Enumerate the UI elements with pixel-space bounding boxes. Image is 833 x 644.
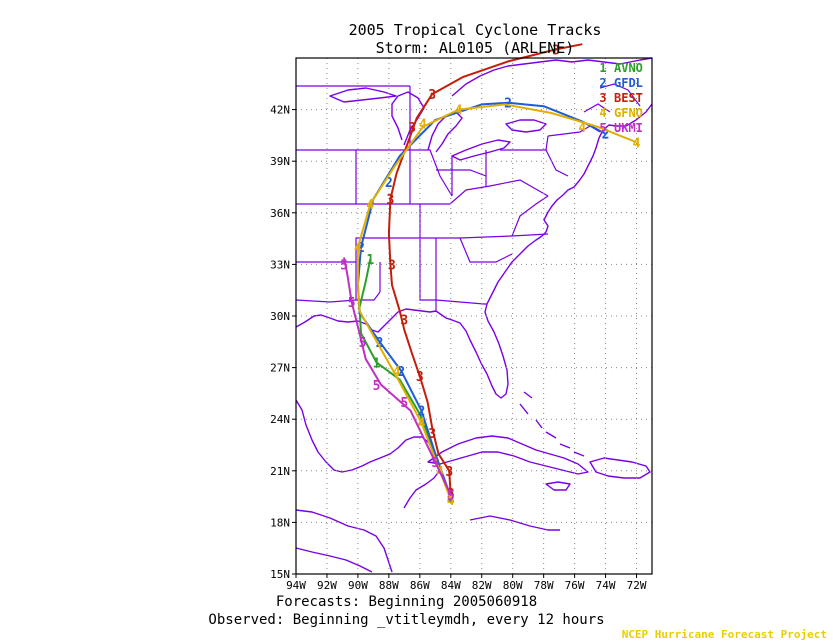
legend-label-ukmi: UKMI [614, 121, 643, 135]
coastlines [295, 57, 653, 573]
map-axes: 94W 92W 90W 88W 86W 84W 82W 80W 78W 76W 74W 72W 15N 1… [270, 104, 647, 592]
track-marker-gfdl: 2 [417, 405, 425, 420]
y-tick-label: 18N [270, 516, 290, 529]
x-tick-label: 90W [348, 579, 368, 592]
x-tick-label: 74W [596, 579, 616, 592]
legend-label-avno: AVNO [614, 61, 643, 75]
footer-observed: Observed: Beginning _vtitleymdh, every 1… [208, 612, 605, 628]
legend-number: 3 [599, 91, 606, 105]
map-frame [295, 57, 653, 575]
track-marker-gfdl: 2 [602, 128, 610, 143]
track-marker-gfdl: 2 [397, 365, 405, 380]
track-marker-ukmi: 5 [359, 336, 367, 351]
track-marker-gfno: 4 [354, 241, 362, 256]
track-marker-best: 3 [552, 43, 560, 58]
track-marker-gfdl: 2 [385, 176, 393, 191]
track-marker-ukmi: 5 [431, 456, 439, 471]
y-tick-label: 27N [270, 362, 290, 375]
y-tick-label: 33N [270, 258, 290, 271]
x-tick-label: 94W [286, 579, 306, 592]
track-marker-best: 3 [445, 465, 453, 480]
x-tick-label: 86W [410, 579, 430, 592]
track-marker-gfno: 4 [417, 417, 425, 432]
track-marker-gfno: 4 [419, 117, 427, 132]
x-tick-label: 92W [317, 579, 337, 592]
legend-number: 5 [599, 121, 606, 135]
track-line-best [387, 43, 583, 497]
track-marker-best: 3 [416, 370, 424, 385]
track-marker-gfno: 4 [393, 365, 401, 380]
track-line-gfdl [356, 101, 607, 497]
track-marker-avno: 1 [366, 253, 374, 268]
track-marker-gfno: 4 [447, 494, 455, 509]
track-marker-gfno: 4 [455, 104, 463, 119]
track-marker-gfdl: 2 [357, 241, 365, 256]
y-tick-label: 21N [270, 465, 290, 478]
x-tick-label: 76W [565, 579, 585, 592]
track-marker-gfno: 4 [578, 121, 586, 136]
state-borders [295, 83, 641, 312]
track-marker-best: 3 [387, 193, 395, 208]
track-marker-ukmi: 5 [373, 379, 381, 394]
footer-forecasts: Forecasts: Beginning 2005060918 [275, 594, 538, 610]
track-marker-best: 3 [428, 427, 436, 442]
legend-number: 1 [599, 61, 606, 75]
track-marker-gfdl: 2 [376, 336, 384, 351]
track-marker-best: 3 [388, 258, 396, 273]
track-line-ukmi [343, 257, 452, 496]
track-marker-gfno: 4 [633, 136, 641, 151]
y-tick-label: 15N [270, 568, 290, 581]
x-tick-label: 88W [379, 579, 399, 592]
track-marker-ukmi: 5 [348, 296, 356, 311]
chart-title: 2005 Tropical Cyclone Tracks [348, 21, 602, 39]
track-marker-best: 3 [428, 88, 436, 103]
y-tick-label: 24N [270, 413, 290, 426]
track-marker-best: 3 [400, 313, 408, 328]
track-marker-ukmi: 5 [340, 258, 348, 273]
legend-label-gfdl: GFDL [614, 76, 643, 90]
track-marker-ukmi: 5 [447, 489, 455, 504]
track-line-gfno [356, 103, 637, 501]
y-tick-label: 36N [270, 207, 290, 220]
x-tick-label: 72W [627, 579, 647, 592]
credit-text: NCEP Hurricane Forecast Project [621, 628, 827, 641]
track-marker-ukmi: 5 [400, 396, 408, 411]
legend: 1 AVNO 2 GFDL 3 BEST 4 GFNO 5 UKMI [599, 61, 643, 135]
x-tick-label: 84W [441, 579, 461, 592]
x-tick-label: 78W [534, 579, 554, 592]
track-marker-best: 3 [408, 121, 416, 136]
legend-label-gfno: GFNO [614, 106, 643, 120]
y-tick-label: 39N [270, 155, 290, 168]
y-tick-label: 42N [270, 104, 290, 117]
x-tick-label: 82W [472, 579, 492, 592]
legend-number: 2 [599, 76, 606, 90]
chart-subtitle: Storm: AL0105 (ARLENE) [375, 39, 575, 57]
track-marker-gfno: 4 [366, 198, 374, 213]
y-tick-label: 30N [270, 310, 290, 323]
legend-label-best: BEST [614, 91, 643, 105]
x-tick-label: 80W [503, 579, 523, 592]
legend-number: 4 [599, 106, 606, 120]
track-marker-avno: 1 [373, 356, 381, 371]
